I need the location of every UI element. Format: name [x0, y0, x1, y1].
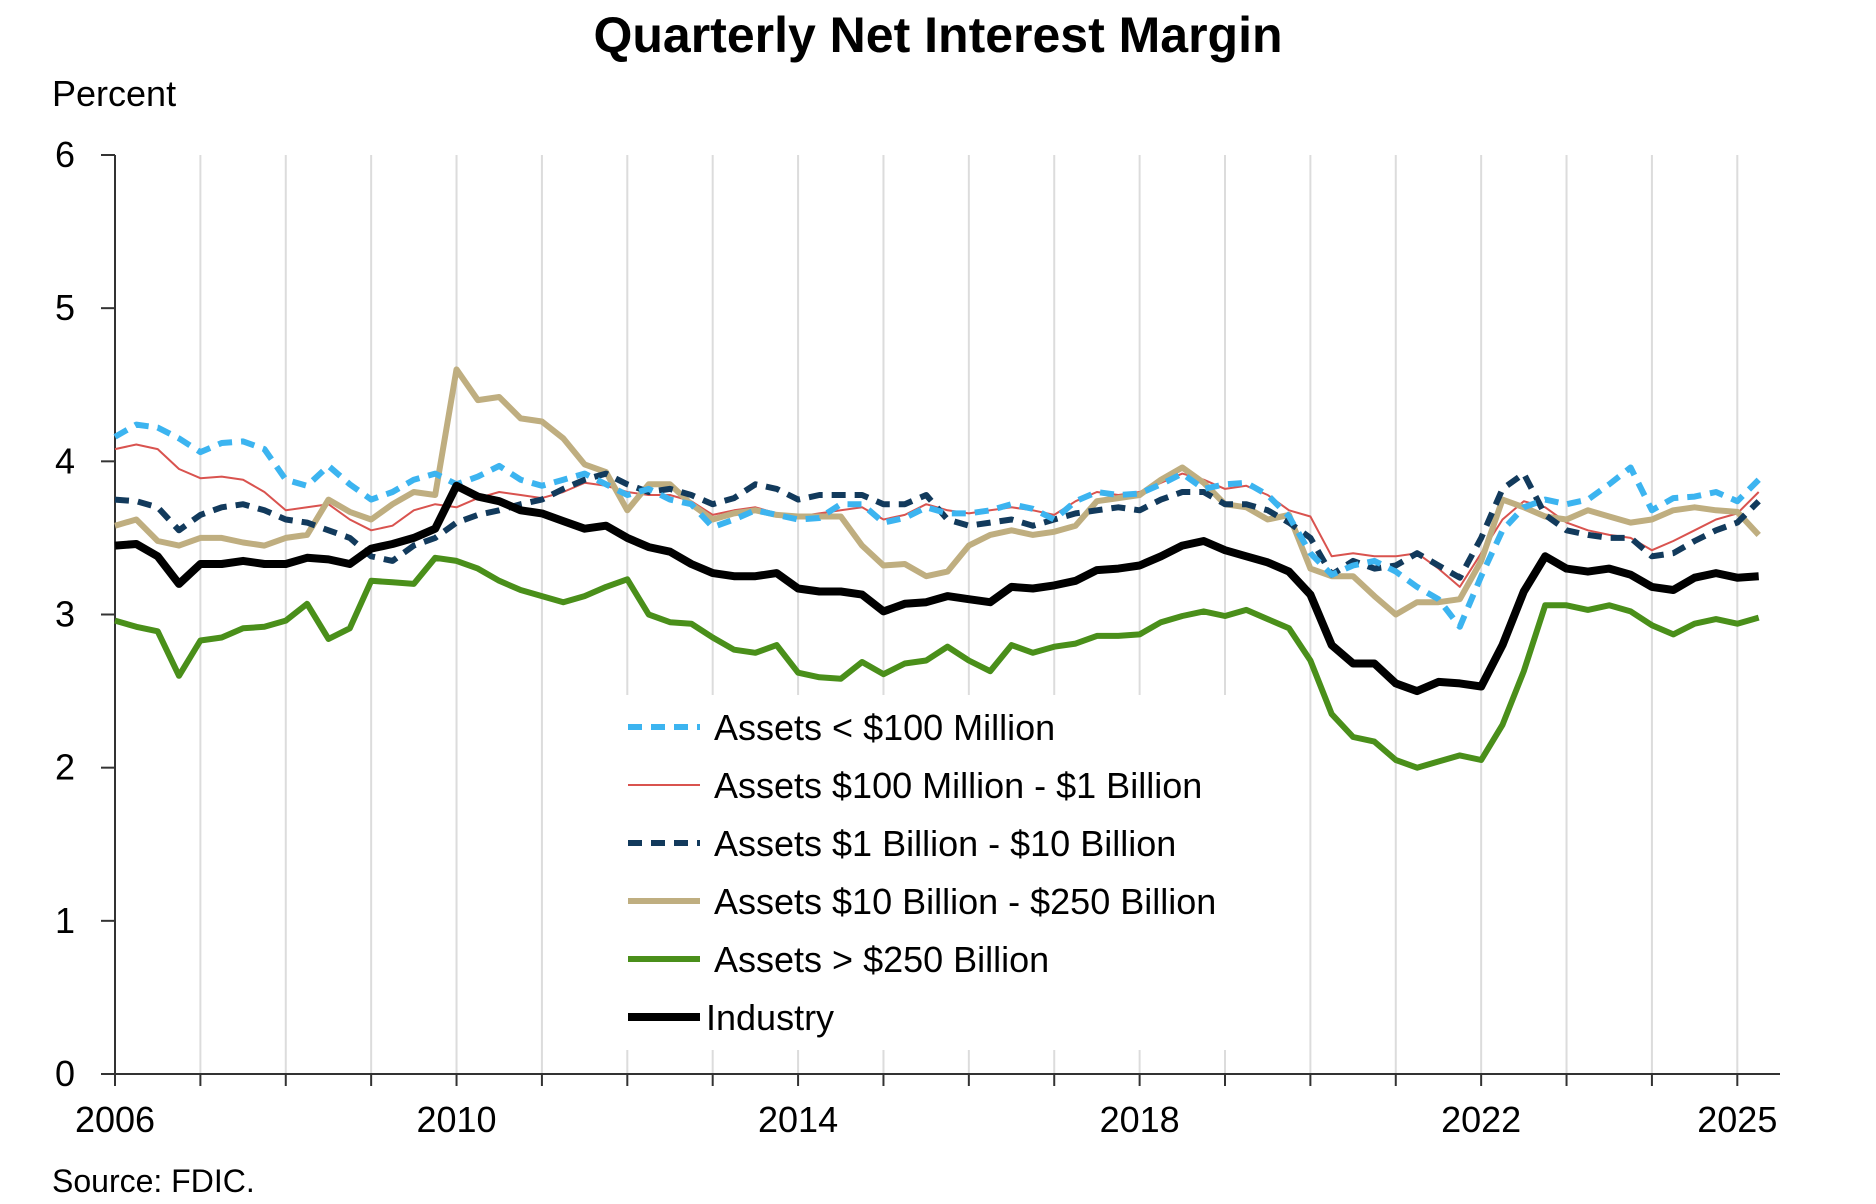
- y-ticks: 0 1 2 3 4 5 6: [55, 134, 115, 1094]
- series-line-3: [114, 470, 1761, 581]
- x-tick-label-2025: 2025: [1697, 1099, 1777, 1140]
- legend-label-4: Assets $10 Billion - $250 Billion: [714, 881, 1216, 922]
- source-note: Source: FDIC.: [52, 1163, 255, 1199]
- x-ticks: 2006 2010 2014 2018 2022 2025: [75, 1074, 1777, 1140]
- legend: Assets < $100 Million Assets $100 Million…: [628, 707, 1216, 1038]
- y-tick-label-3: 3: [55, 594, 75, 635]
- y-tick-label-5: 5: [55, 287, 75, 328]
- chart-title: Quarterly Net Interest Margin: [593, 7, 1282, 63]
- x-tick-label-2014: 2014: [758, 1099, 838, 1140]
- x-tick-label-2010: 2010: [416, 1099, 496, 1140]
- series-lines: [113, 366, 1761, 771]
- series-line-4: [114, 366, 1761, 618]
- legend-label-5: Assets > $250 Billion: [714, 939, 1049, 980]
- series-line-1: [113, 421, 1761, 630]
- x-tick-label-2018: 2018: [1100, 1099, 1180, 1140]
- legend-label-6: Industry: [706, 997, 834, 1038]
- y-tick-label-2: 2: [55, 747, 75, 788]
- x-tick-label-2022: 2022: [1441, 1099, 1521, 1140]
- x-tick-label-2006: 2006: [75, 1099, 155, 1140]
- series-line-6: [114, 481, 1759, 696]
- y-tick-label-4: 4: [55, 440, 75, 481]
- legend-label-3: Assets $1 Billion - $10 Billion: [714, 823, 1176, 864]
- series-line-5: [114, 554, 1760, 771]
- y-tick-label-0: 0: [55, 1053, 75, 1094]
- legend-label-2: Assets $100 Million - $1 Billion: [714, 765, 1202, 806]
- y-tick-label-6: 6: [55, 134, 75, 175]
- y-tick-label-1: 1: [55, 900, 75, 941]
- y-axis-label: Percent: [52, 73, 176, 114]
- legend-label-1: Assets < $100 Million: [714, 707, 1055, 748]
- legend-background: [620, 695, 1280, 1050]
